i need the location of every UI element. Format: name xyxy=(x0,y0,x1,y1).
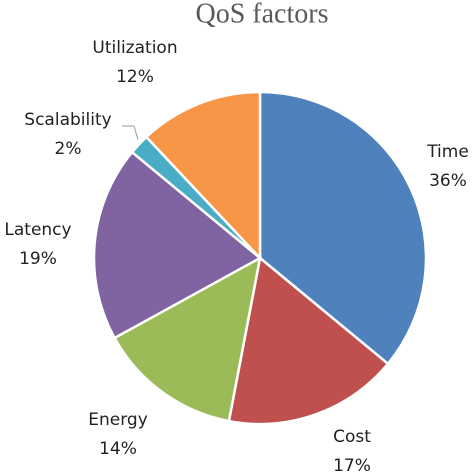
slice-label: Time xyxy=(426,142,469,162)
chart-title: QoS factors xyxy=(196,0,329,29)
slice-value-label: 19% xyxy=(19,249,57,269)
pie-slice xyxy=(92,150,263,340)
slice-value-label: 14% xyxy=(99,439,137,459)
slice-value-label: 2% xyxy=(55,139,82,159)
pie-slice xyxy=(112,255,262,423)
pie-slice xyxy=(144,90,262,262)
slice-value-label: 12% xyxy=(116,67,154,87)
slice-label: Scalability xyxy=(24,110,111,130)
slice-value-label: 36% xyxy=(429,171,467,191)
slice-value-label: 17% xyxy=(333,456,371,474)
pie-slice xyxy=(258,90,428,366)
slice-label: Energy xyxy=(88,410,148,430)
slice-label: Utilization xyxy=(92,38,177,58)
slice-label: Latency xyxy=(4,220,71,240)
slice-label: Cost xyxy=(333,427,371,447)
pie-slice xyxy=(227,255,390,426)
leader-line xyxy=(133,125,139,141)
